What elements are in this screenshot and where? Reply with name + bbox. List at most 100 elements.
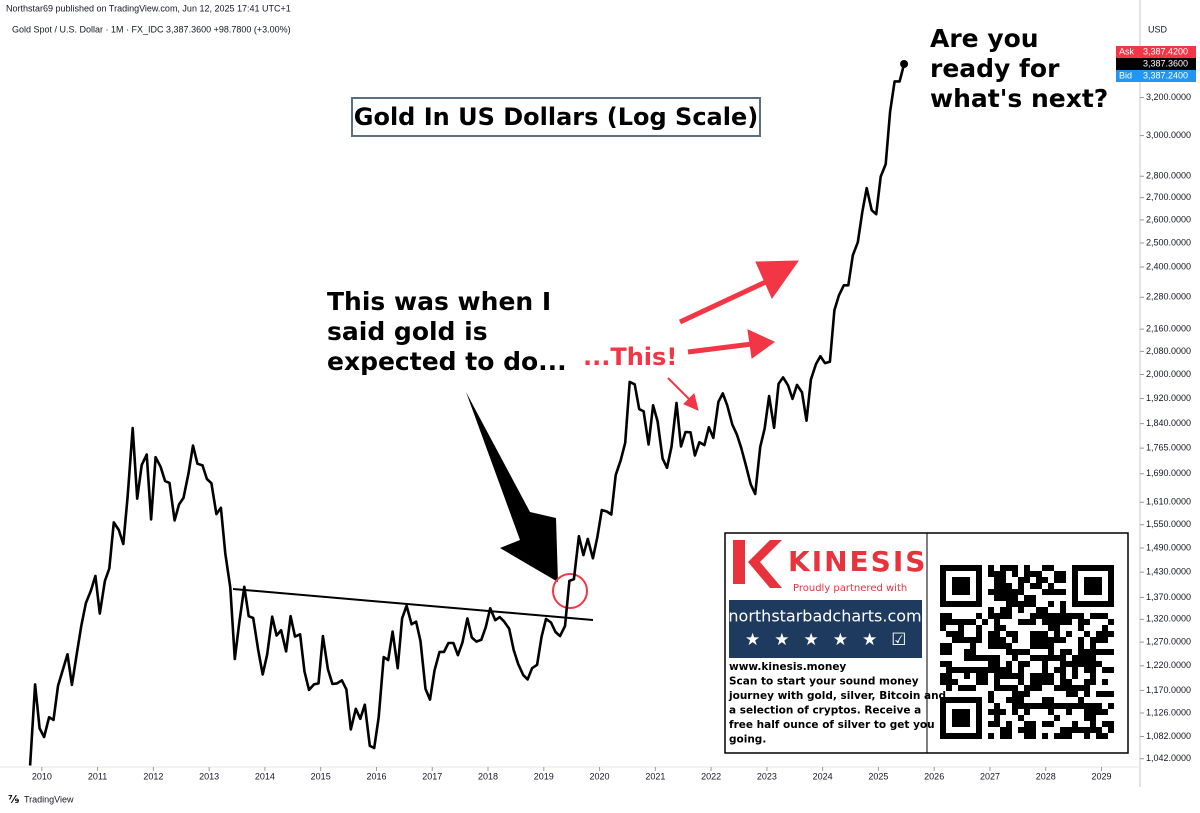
y-tick-label: 1,430.0000 bbox=[1146, 567, 1191, 577]
qr-module bbox=[1042, 631, 1048, 637]
qr-module bbox=[994, 577, 1000, 583]
qr-module bbox=[1012, 709, 1018, 715]
qr-module bbox=[1072, 727, 1078, 733]
x-tick-label: 2010 bbox=[32, 771, 52, 781]
ad-panel: KINESIS Proudly partnered with northstar… bbox=[724, 532, 1129, 754]
qr-module bbox=[1024, 571, 1030, 577]
big-arrow bbox=[466, 392, 558, 582]
qr-module bbox=[1006, 583, 1012, 589]
qr-module bbox=[1018, 619, 1024, 625]
qr-module bbox=[964, 673, 970, 679]
qr-module bbox=[1096, 733, 1102, 739]
qr-module bbox=[1012, 673, 1018, 679]
x-tick-label: 2022 bbox=[701, 771, 721, 781]
qr-module bbox=[952, 637, 958, 643]
qr-module bbox=[1096, 691, 1102, 697]
qr-module bbox=[1030, 643, 1036, 649]
qr-module bbox=[1096, 709, 1102, 715]
red-arrows bbox=[667, 260, 799, 411]
qr-module bbox=[970, 637, 976, 643]
x-tick-label: 2028 bbox=[1036, 771, 1056, 781]
qr-module bbox=[988, 655, 994, 661]
qr-module bbox=[1012, 697, 1018, 703]
qr-module bbox=[1108, 667, 1114, 673]
y-tick-label: 1,690.0000 bbox=[1146, 468, 1191, 478]
qr-module bbox=[1030, 601, 1036, 607]
qr-module bbox=[1054, 715, 1060, 721]
qr-module bbox=[1030, 679, 1036, 685]
qr-module bbox=[1000, 685, 1006, 691]
qr-module bbox=[1084, 667, 1090, 673]
claim-annotation: expected to do... bbox=[327, 347, 567, 376]
brand-logo: ⁷⁄₉ bbox=[8, 793, 20, 806]
qr-module bbox=[1006, 631, 1012, 637]
qr-module bbox=[970, 655, 976, 661]
qr-module bbox=[1102, 649, 1108, 655]
qr-module bbox=[976, 613, 982, 619]
qr-module bbox=[970, 619, 976, 625]
ad-logo: KINESIS bbox=[788, 545, 927, 578]
qr-module bbox=[1084, 655, 1090, 661]
qr-module bbox=[982, 667, 988, 673]
qr-module bbox=[946, 667, 952, 673]
x-tick-label: 2011 bbox=[88, 771, 107, 781]
qr-module bbox=[1042, 673, 1048, 679]
qr-module bbox=[1042, 589, 1048, 595]
this-annotation: ...This! bbox=[583, 343, 677, 371]
qr-module bbox=[1078, 727, 1084, 733]
y-tick-label: 2,080.0000 bbox=[1146, 346, 1191, 356]
qr-module bbox=[1102, 613, 1108, 619]
qr-module bbox=[1054, 625, 1060, 631]
qr-module bbox=[1084, 619, 1090, 625]
chart-title: Gold In US Dollars (Log Scale) bbox=[354, 103, 758, 131]
qr-module bbox=[982, 673, 988, 679]
logo-k bbox=[748, 540, 782, 588]
qr-module bbox=[1006, 721, 1012, 727]
qr-module bbox=[1018, 601, 1024, 607]
qr-module bbox=[1084, 715, 1090, 721]
qr-module bbox=[1042, 607, 1048, 613]
x-tick-label: 2026 bbox=[924, 771, 944, 781]
qr-module bbox=[1042, 697, 1048, 703]
qr-module bbox=[940, 643, 946, 649]
qr-module bbox=[1102, 679, 1108, 685]
qr-module bbox=[1054, 685, 1060, 691]
qr-module bbox=[1084, 703, 1090, 709]
qr-module bbox=[1072, 691, 1078, 697]
qr-module bbox=[1090, 679, 1096, 685]
qr-module bbox=[1006, 685, 1012, 691]
qr-module bbox=[1066, 679, 1072, 685]
qr-module bbox=[1048, 583, 1054, 589]
qr-module bbox=[1060, 661, 1066, 667]
qr-module bbox=[1066, 709, 1072, 715]
arrow-head bbox=[755, 260, 799, 300]
qr-module bbox=[1048, 703, 1054, 709]
qr-module bbox=[994, 655, 1000, 661]
qr-module bbox=[1084, 631, 1090, 637]
qr-module bbox=[994, 625, 1000, 631]
qr-module bbox=[1042, 565, 1048, 571]
qr-module bbox=[1030, 571, 1036, 577]
last-point bbox=[900, 60, 909, 69]
qr-module bbox=[1108, 721, 1114, 727]
qr-module bbox=[976, 625, 982, 631]
qr-module bbox=[1060, 655, 1066, 661]
qr-module bbox=[994, 589, 1000, 595]
qr-module bbox=[1006, 565, 1012, 571]
ad-text: www.kinesis.money bbox=[729, 661, 846, 673]
y-tick-label: 1,126.0000 bbox=[1146, 707, 1191, 717]
x-tick-label: 2027 bbox=[980, 771, 1000, 781]
qr-module bbox=[1030, 685, 1036, 691]
ad-partner: Proudly partnered with bbox=[793, 583, 907, 594]
qr-module bbox=[1000, 625, 1006, 631]
qr-module bbox=[976, 637, 982, 643]
qr-module bbox=[940, 661, 946, 667]
qr-module bbox=[1018, 727, 1024, 733]
qr-module bbox=[1090, 637, 1096, 643]
qr-module bbox=[1078, 643, 1084, 649]
qr-module bbox=[1060, 589, 1066, 595]
y-tick-label: 1,920.0000 bbox=[1146, 393, 1191, 403]
qr-module bbox=[994, 571, 1000, 577]
ad-text: going. bbox=[729, 734, 766, 746]
qr-module bbox=[1018, 679, 1024, 685]
